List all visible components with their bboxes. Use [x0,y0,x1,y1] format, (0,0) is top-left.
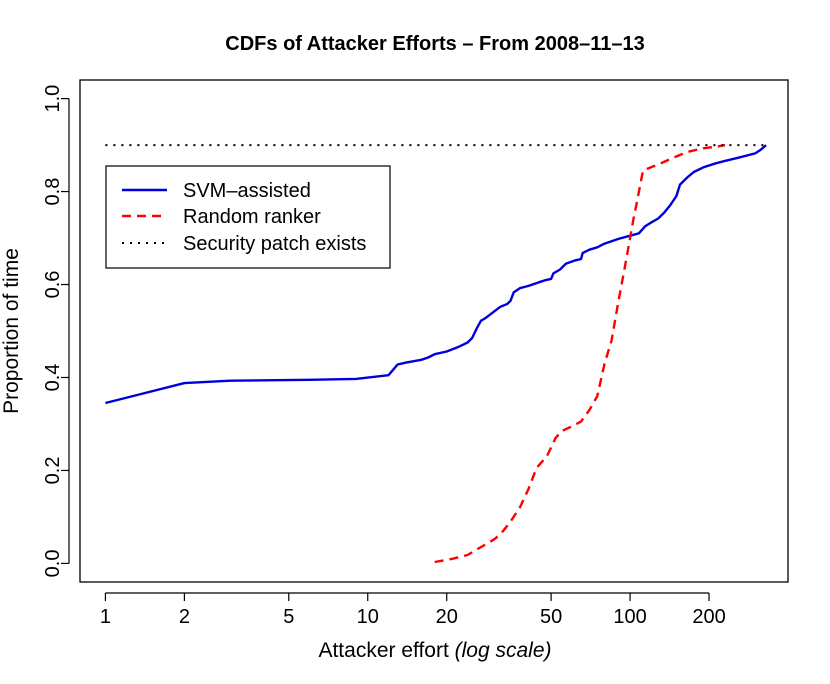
y-axis: 0.0 0.2 0.4 0.6 0.8 1.0 [42,85,70,578]
series-line-svm-assisted [105,144,767,405]
chart-title: CDFs of Attacker Efforts – From 2008–11–… [225,33,644,55]
legend: SVM–assisted Random ranker Security patc… [105,165,391,269]
series-line-random-ranker [434,143,726,564]
x-tick-label: 2 [179,606,190,628]
x-tick-label: 5 [283,606,294,628]
y-tick-label: 1.0 [42,85,64,113]
plot-frame [79,79,789,583]
x-tick-label: 10 [357,606,379,628]
x-axis-label-italic: (log scale) [455,639,552,662]
x-tick-label: 200 [692,606,725,628]
x-tick-label: 20 [436,606,458,628]
y-tick-label: 0.0 [42,550,64,578]
series-layer [105,143,767,564]
y-axis-label: Proportion of time [0,248,23,414]
legend-label-random: Random ranker [183,206,321,228]
x-axis-label-main: Attacker effort [318,639,454,662]
x-tick-label: 50 [540,606,562,628]
y-tick-label: 0.8 [42,178,64,206]
legend-label-svm: SVM–assisted [183,180,311,202]
x-axis-label: Attacker effort (log scale) [318,639,551,662]
y-tick-label: 0.2 [42,457,64,485]
y-tick-label: 0.6 [42,271,64,299]
x-tick-label: 1 [100,606,111,628]
x-tick-label: 100 [613,606,646,628]
y-tick-label: 0.4 [42,364,64,392]
legend-label-patch: Security patch exists [183,233,366,255]
x-axis: 1 2 5 10 20 50 100 200 [100,592,726,628]
